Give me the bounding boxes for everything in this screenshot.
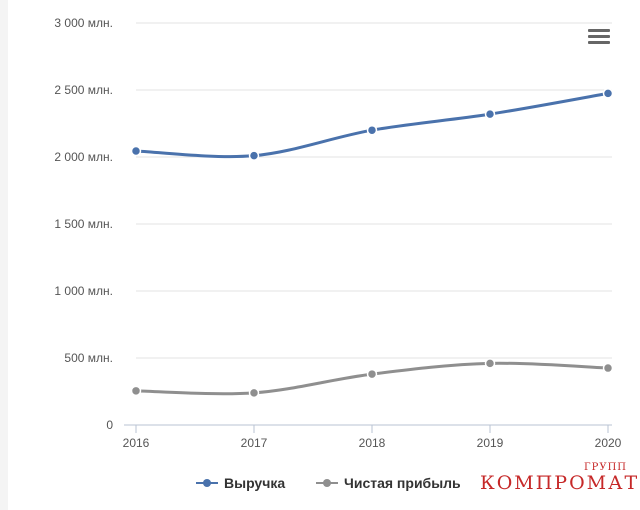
- legend: Выручка Чистая прибыль: [0, 472, 640, 494]
- x-tick-label: 2017: [241, 436, 268, 450]
- legend-item-revenue[interactable]: Выручка: [196, 472, 285, 494]
- y-tick-label: 3 000 млн.: [54, 16, 113, 30]
- legend-label-revenue: Выручка: [224, 475, 286, 491]
- watermark-small-text: ГРУПП: [584, 462, 628, 473]
- y-tick-label: 1 000 млн.: [54, 284, 113, 298]
- data-point-net-profit: [484, 358, 496, 369]
- legend-swatch-net-profit: [316, 477, 338, 489]
- legend-label-net-profit: Чистая прибыль: [344, 475, 461, 491]
- y-axis-labels: 0 500 млн. 1 000 млн. 1 500 млн. 2 000 млн. 2…: [54, 16, 113, 432]
- legend-item-net-profit[interactable]: Чистая прибыль: [316, 472, 461, 494]
- x-axis: [124, 424, 612, 433]
- x-tick-label: 2020: [595, 436, 622, 450]
- y-tick-label: 0: [106, 418, 113, 432]
- x-tick-label: 2018: [359, 436, 386, 450]
- watermark-logo: ГРУПП КОМПРОМАТ: [480, 462, 637, 502]
- data-point-net-profit: [130, 385, 142, 397]
- grid-lines: [136, 22, 612, 359]
- x-tick-label: 2016: [123, 436, 150, 450]
- data-point-revenue: [130, 145, 142, 157]
- y-tick-label: 2 000 млн.: [54, 150, 113, 164]
- y-tick-label: 2 500 млн.: [54, 83, 113, 97]
- data-point-net-profit: [248, 387, 260, 399]
- data-point-net-profit: [366, 368, 378, 380]
- data-point-net-profit: [602, 362, 614, 374]
- y-tick-label: 500 млн.: [64, 351, 113, 365]
- watermark-main-text: КОМПРОМАТ: [480, 472, 640, 494]
- x-axis-labels: 2016 2017 2018 2019 2020: [123, 436, 622, 450]
- legend-swatch-revenue: [196, 477, 218, 489]
- data-point-revenue: [366, 124, 378, 136]
- hamburger-menu-icon[interactable]: [588, 27, 610, 47]
- data-point-revenue: [484, 108, 496, 120]
- data-point-revenue: [248, 150, 260, 161]
- data-point-revenue: [602, 88, 614, 99]
- series-group: [130, 88, 614, 399]
- x-tick-label: 2019: [477, 436, 504, 450]
- y-tick-label: 1 500 млн.: [54, 217, 113, 231]
